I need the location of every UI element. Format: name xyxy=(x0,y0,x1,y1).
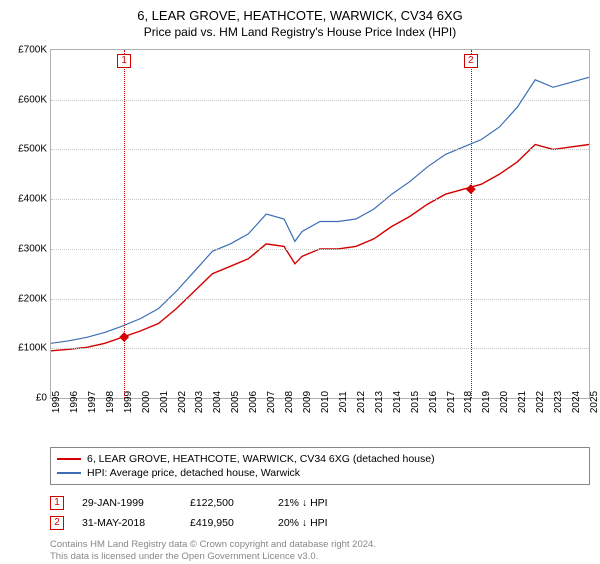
chart-plot-area: 1995199619971998199920002001200220032004… xyxy=(50,49,590,399)
legend-item: 6, LEAR GROVE, HEATHCOTE, WARWICK, CV34 … xyxy=(57,452,583,466)
sale-marker-label: 1 xyxy=(117,54,131,68)
y-tick-label: £0 xyxy=(3,393,51,404)
event-row: 1 29-JAN-1999 £122,500 21% ↓ HPI xyxy=(50,493,590,513)
chart-subtitle: Price paid vs. HM Land Registry's House … xyxy=(0,25,600,39)
y-tick-label: £200K xyxy=(3,293,51,304)
event-marker-icon: 2 xyxy=(50,516,64,530)
x-tick-label: 2006 xyxy=(248,391,259,413)
sale-vline xyxy=(471,50,472,398)
sale-marker-label: 2 xyxy=(464,54,478,68)
x-tick-label: 2012 xyxy=(356,391,367,413)
chart-title-block: 6, LEAR GROVE, HEATHCOTE, WARWICK, CV34 … xyxy=(0,0,600,43)
x-tick-label: 2025 xyxy=(589,391,600,413)
legend-swatch xyxy=(57,472,81,474)
x-tick-label: 1998 xyxy=(105,391,116,413)
x-tick-label: 2011 xyxy=(338,391,349,413)
event-price: £419,950 xyxy=(190,517,260,529)
x-tick-label: 2010 xyxy=(320,391,331,413)
event-marker-icon: 1 xyxy=(50,496,64,510)
series-line-price_paid xyxy=(51,145,589,351)
event-delta: 21% ↓ HPI xyxy=(278,497,368,509)
x-tick-label: 2008 xyxy=(284,391,295,413)
event-date: 31-MAY-2018 xyxy=(82,517,172,529)
y-tick-label: £700K xyxy=(3,45,51,56)
y-tick-label: £600K xyxy=(3,94,51,105)
series-line-hpi xyxy=(51,77,589,343)
x-tick-label: 1995 xyxy=(51,391,62,413)
event-price: £122,500 xyxy=(190,497,260,509)
event-date: 29-JAN-1999 xyxy=(82,497,172,509)
x-axis-ticks: 1995199619971998199920002001200220032004… xyxy=(51,398,589,448)
x-tick-label: 2017 xyxy=(446,391,457,413)
sale-vline xyxy=(124,50,125,398)
x-tick-label: 2000 xyxy=(141,391,152,413)
x-tick-label: 2004 xyxy=(212,391,223,413)
chart-svg xyxy=(51,50,589,398)
event-delta: 20% ↓ HPI xyxy=(278,517,368,529)
footer-line: Contains HM Land Registry data © Crown c… xyxy=(50,539,590,551)
x-tick-label: 2014 xyxy=(392,391,403,413)
event-row: 2 31-MAY-2018 £419,950 20% ↓ HPI xyxy=(50,513,590,533)
x-tick-label: 2020 xyxy=(499,391,510,413)
x-tick-label: 2007 xyxy=(266,391,277,413)
y-tick-label: £500K xyxy=(3,144,51,155)
x-tick-label: 2023 xyxy=(553,391,564,413)
x-tick-label: 2002 xyxy=(177,391,188,413)
y-tick-label: £400K xyxy=(3,194,51,205)
legend-label: HPI: Average price, detached house, Warw… xyxy=(87,467,300,479)
y-tick-label: £300K xyxy=(3,243,51,254)
chart-title: 6, LEAR GROVE, HEATHCOTE, WARWICK, CV34 … xyxy=(0,8,600,23)
x-tick-label: 2013 xyxy=(374,391,385,413)
x-tick-label: 1997 xyxy=(87,391,98,413)
x-tick-label: 2005 xyxy=(230,391,241,413)
legend-swatch xyxy=(57,458,81,460)
legend-label: 6, LEAR GROVE, HEATHCOTE, WARWICK, CV34 … xyxy=(87,453,435,465)
y-tick-label: £100K xyxy=(3,343,51,354)
legend-item: HPI: Average price, detached house, Warw… xyxy=(57,466,583,480)
sale-events: 1 29-JAN-1999 £122,500 21% ↓ HPI 2 31-MA… xyxy=(50,493,590,533)
x-tick-label: 2015 xyxy=(410,391,421,413)
footer-line: This data is licensed under the Open Gov… xyxy=(50,551,590,563)
x-tick-label: 2021 xyxy=(517,391,528,413)
x-tick-label: 2022 xyxy=(535,391,546,413)
x-tick-label: 2003 xyxy=(194,391,205,413)
x-tick-label: 2001 xyxy=(159,391,170,413)
x-tick-label: 2019 xyxy=(481,391,492,413)
x-tick-label: 2024 xyxy=(571,391,582,413)
x-tick-label: 2009 xyxy=(302,391,313,413)
x-tick-label: 1996 xyxy=(69,391,80,413)
x-tick-label: 2018 xyxy=(463,391,474,413)
chart-legend: 6, LEAR GROVE, HEATHCOTE, WARWICK, CV34 … xyxy=(50,447,590,485)
x-tick-label: 2016 xyxy=(428,391,439,413)
